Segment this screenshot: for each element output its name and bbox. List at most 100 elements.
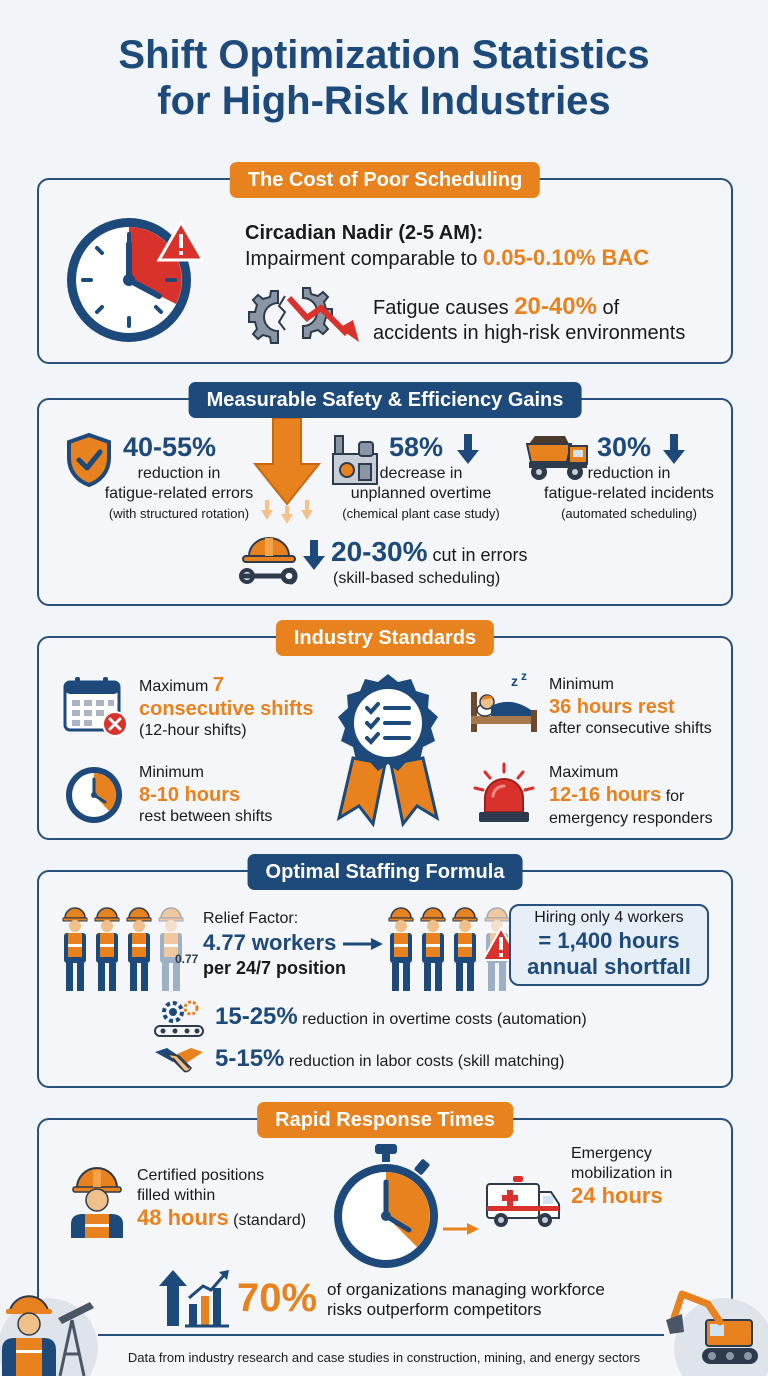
- response-panel: Rapid Response Times Certified positions…: [37, 1102, 733, 1376]
- standard-1: Maximum 7 consecutive shifts (12-hour sh…: [139, 674, 314, 742]
- skill-note: (skill-based scheduling): [333, 570, 501, 587]
- down-arrow-icon-2: [663, 434, 685, 464]
- right-arrow-icon-2: [443, 1222, 479, 1236]
- impairment-line: Impairment comparable to 0.05-0.10% BAC: [245, 246, 649, 271]
- growth-chart-icon: [159, 1270, 231, 1328]
- gain-3-desc: reduction in fatigue-related incidents (…: [529, 464, 729, 524]
- shortfall-text: Hiring only 4 workers = 1,400 hours annu…: [509, 908, 709, 980]
- standard-4-sub: emergency responders: [549, 810, 713, 827]
- gain-2-line1: decrease in: [379, 465, 463, 482]
- sleeping-bed-icon: z z: [467, 670, 541, 738]
- checklist-badge-icon: [323, 668, 453, 828]
- org-line1: of organizations managing workforce: [327, 1280, 605, 1299]
- gain-2-line2: unplanned overtime: [350, 485, 492, 502]
- gain-1-desc: reduction in fatigue-related errors (wit…: [79, 464, 279, 524]
- gain-1-line2: fatigue-related errors: [104, 485, 254, 502]
- labor-line: 5-15% reduction in labor costs (skill ma…: [215, 1044, 564, 1077]
- footer-source: Data from industry research and case stu…: [127, 1350, 641, 1365]
- relief-value: 4.77 workers: [203, 930, 337, 955]
- page-title: Shift Optimization Statistics for High-R…: [0, 32, 768, 124]
- staffing-header: Optimal Staffing Formula: [247, 854, 523, 890]
- broken-gears-icon: [241, 282, 371, 348]
- footer-divider: [98, 1334, 664, 1336]
- staffing-panel: Optimal Staffing Formula 0.77: [37, 854, 733, 1088]
- standard-4: Maximum 12-16 hours for emergency respon…: [549, 762, 713, 830]
- gains-panel: Measurable Safety & Efficiency Gains 40-…: [37, 382, 733, 606]
- emerg-value: 24 hours: [571, 1183, 663, 1208]
- hiring-line1: Hiring only 4 workers: [534, 909, 684, 926]
- big-down-arrow-icon: [253, 418, 321, 524]
- emerg-line1: Emergency: [571, 1145, 652, 1162]
- standards-header: Industry Standards: [275, 620, 495, 656]
- standard-1-sub: (12-hour shifts): [139, 722, 247, 739]
- standard-1-value: consecutive shifts: [139, 698, 314, 720]
- emerg-line2: mobilization in: [571, 1165, 673, 1182]
- gains-header: Measurable Safety & Efficiency Gains: [188, 382, 582, 418]
- conveyor-gears-icon: [153, 998, 205, 1040]
- cert-value: 48 hours: [137, 1205, 229, 1230]
- emergency-siren-icon: [471, 762, 537, 826]
- gain-3-value: 30%: [597, 432, 652, 462]
- skill-text: cut in errors: [427, 545, 528, 565]
- response-header: Rapid Response Times: [257, 1102, 513, 1138]
- ambulance-icon: [483, 1176, 563, 1232]
- fatigue-line-2: accidents in high-risk environments: [373, 322, 686, 344]
- small-clock-icon: [63, 764, 125, 826]
- skill-line: 20-30% cut in errors: [331, 536, 528, 571]
- standard-1-inline: 7: [212, 674, 224, 696]
- cert-line1: Certified positions: [137, 1167, 265, 1184]
- standard-3-value: 8-10 hours: [139, 784, 241, 806]
- org-line2: risks outperform competitors: [327, 1300, 542, 1319]
- cert-line2: filled within: [137, 1187, 216, 1204]
- gain-2-desc: decrease in unplanned overtime (chemical…: [321, 464, 521, 524]
- gain-1-note: (with structured rotation): [108, 506, 250, 521]
- org-text: of organizations managing workforce risk…: [327, 1280, 605, 1320]
- gain-2-note: (chemical plant case study): [342, 506, 500, 521]
- standard-4-value: 12-16 hours: [549, 784, 662, 806]
- standards-panel: Industry Standards Maximum 7 consecutive…: [37, 620, 733, 840]
- skill-value: 20-30%: [331, 536, 428, 567]
- title-line-2: for High-Risk Industries: [157, 79, 611, 123]
- gain-3-line2: fatigue-related incidents: [544, 485, 714, 502]
- hiring-line2: = 1,400 hours: [538, 928, 680, 953]
- excavator-corner-icon: [664, 1284, 768, 1376]
- down-arrow-icon: [457, 434, 479, 464]
- cert-text: Certified positions filled within 48 hou…: [137, 1166, 306, 1231]
- relief-label: Relief Factor:: [203, 910, 299, 927]
- gain-1-line1: reduction in: [137, 465, 221, 482]
- cost-panel: The Cost of Poor Scheduling Circadian Na: [37, 162, 733, 364]
- fatigue-line-1: Fatigue causes 20-40% of: [373, 294, 619, 321]
- fatigue-value: 20-40%: [514, 293, 597, 320]
- standard-1-label: Maximum: [139, 678, 213, 695]
- standard-3-sub: rest between shifts: [139, 808, 273, 825]
- standard-2-value: 36 hours rest: [549, 696, 675, 718]
- cert-suffix: (standard): [228, 1212, 307, 1229]
- dump-truck-icon: [525, 432, 591, 482]
- emergency-text: Emergency mobilization in 24 hours: [571, 1144, 673, 1208]
- chemical-plant-icon: [329, 430, 381, 488]
- relief-sub: per 24/7 position: [203, 958, 347, 978]
- handshake-icon: [153, 1042, 205, 1078]
- fatigue-pre: Fatigue causes: [373, 297, 515, 319]
- fatigue-post: of: [596, 297, 620, 319]
- worker-avatar-icon: [67, 1164, 127, 1238]
- gain-2-value-text: 58%: [389, 432, 444, 462]
- standard-4-label: Maximum: [549, 764, 619, 781]
- fraction-label: 0.77: [175, 952, 199, 966]
- hardhat-wrench-icon: [239, 530, 301, 590]
- standard-2-sub: after consecutive shifts: [549, 720, 712, 737]
- gain-3-note: (automated scheduling): [561, 506, 697, 521]
- standard-2: Minimum 36 hours rest after consecutive …: [549, 674, 712, 740]
- overtime-value: 15-25%: [215, 1003, 298, 1030]
- standard-2-label: Minimum: [549, 676, 614, 693]
- labor-text: reduction in labor costs (skill matching…: [284, 1053, 565, 1070]
- down-arrow-icon-3: [303, 540, 325, 570]
- calendar-x-icon: [63, 676, 129, 738]
- gain-3-line1: reduction in: [587, 465, 671, 482]
- standard-3: Minimum 8-10 hours rest between shifts: [139, 762, 272, 828]
- svg-text:z: z: [511, 673, 518, 689]
- right-arrow-icon: [343, 936, 383, 952]
- overtime-line: 15-25% reduction in overtime costs (auto…: [215, 1002, 587, 1035]
- hiring-line3: annual shortfall: [527, 954, 691, 979]
- workers-group-icon: [61, 906, 199, 992]
